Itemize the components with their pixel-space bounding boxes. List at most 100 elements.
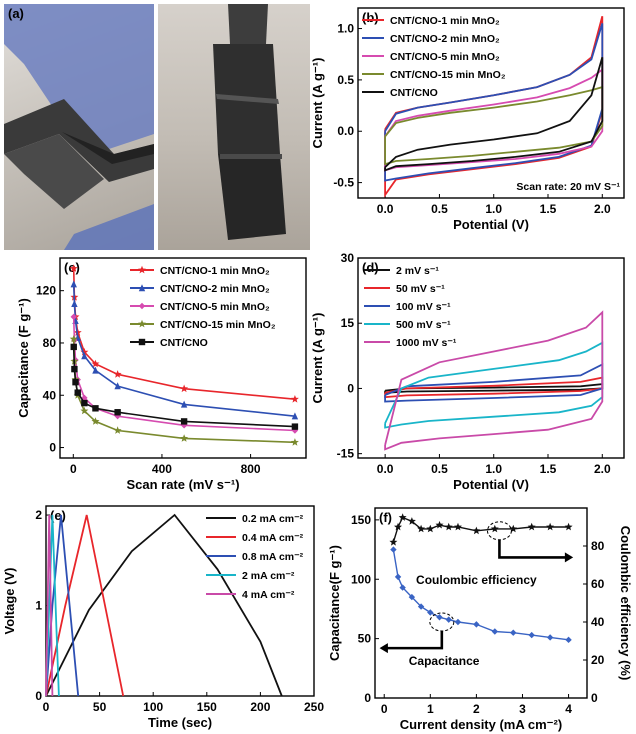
y-tick-label-f: 0 xyxy=(364,691,371,705)
data-point-f-right xyxy=(444,522,453,531)
legend-entry-d: 100 mV s⁻¹ xyxy=(396,301,451,313)
data-point-f-right xyxy=(394,522,402,531)
gcd-curve-e xyxy=(45,514,80,697)
data-point-f-left xyxy=(445,616,452,623)
legend-entry-d: 2 mV s⁻¹ xyxy=(396,265,439,277)
legend-entry-b: CNT/CNO xyxy=(390,87,438,99)
data-point-f-left xyxy=(510,629,517,636)
cv-curve-b xyxy=(384,23,604,182)
y-tick-label-e: 0 xyxy=(35,689,42,703)
x-tick-label-d: 0.5 xyxy=(431,462,448,476)
data-point-c xyxy=(92,405,99,412)
chart-d: 0.0 0.5 1.0 1.5 2.0 -15 0 15 30 Potential (V) Curr… xyxy=(310,251,625,492)
x-tick-label-d: 1.5 xyxy=(540,462,557,476)
legend-marker-c xyxy=(138,338,146,346)
data-point-c xyxy=(71,299,78,307)
y-tick-label-b: 1.0 xyxy=(337,22,354,36)
legend-marker-c xyxy=(138,284,146,292)
data-point-f-left xyxy=(565,636,572,644)
data-point-c xyxy=(290,438,299,446)
series-line-f-left xyxy=(392,549,569,641)
data-point-c xyxy=(71,365,78,373)
legend-entry-d: 1000 mV s⁻¹ xyxy=(396,337,457,349)
data-point-f-right xyxy=(389,538,398,546)
data-point-c xyxy=(70,280,77,288)
data-point-f-right xyxy=(546,522,555,531)
y-axis-label-right-f: Coulombic efficiency (%) xyxy=(618,526,633,681)
legend-entry-e: 0.4 mA cm⁻² xyxy=(242,532,304,544)
data-point-f-right xyxy=(509,524,518,533)
x-tick-label-e: 250 xyxy=(304,700,324,714)
y-right-tick-label-f: 60 xyxy=(591,577,605,591)
legend-entry-b: CNT/CNO-15 min MnO₂ xyxy=(390,69,506,81)
data-point-f-left xyxy=(546,634,554,641)
axes-frame-c xyxy=(59,257,307,459)
x-tick-label-b: 0.5 xyxy=(431,202,448,216)
data-point-c xyxy=(291,423,299,430)
data-point-c xyxy=(114,409,121,416)
data-point-f-right xyxy=(564,522,573,531)
y-axis-label-c: Capacitance (F g⁻¹) xyxy=(16,298,31,418)
axes-frame-e xyxy=(45,505,315,697)
data-point-c xyxy=(70,313,77,321)
x-axis-label-d: Potential (V) xyxy=(453,477,529,492)
data-point-c xyxy=(91,359,100,368)
gcd-curve-e xyxy=(45,514,60,697)
panel-label-f: (f) xyxy=(379,510,392,525)
panel-label-b: (b) xyxy=(362,10,379,25)
data-point-f-right xyxy=(435,520,444,529)
data-point-f-left xyxy=(454,618,462,626)
y-tick-label-c: 0 xyxy=(49,441,56,455)
data-point-c xyxy=(180,418,188,425)
annotation-capacitance: Capacitance xyxy=(409,654,480,668)
legend-entry-c: CNT/CNO-5 min MnO₂ xyxy=(160,301,270,313)
legend-entry-c: CNT/CNO-1 min MnO₂ xyxy=(160,265,270,277)
y-tick-label-e: 1 xyxy=(35,599,42,613)
legend-marker-c xyxy=(138,302,146,310)
x-tick-label-d: 2.0 xyxy=(594,462,611,476)
x-tick-label-b: 2.0 xyxy=(594,202,611,216)
data-point-f-left xyxy=(528,631,535,639)
y-tick-label-d: 0 xyxy=(347,381,354,395)
x-tick-label-e: 100 xyxy=(143,700,163,714)
data-point-c xyxy=(69,334,78,343)
data-point-c xyxy=(114,382,121,390)
data-point-c xyxy=(81,399,88,407)
x-tick-label-c: 400 xyxy=(152,462,172,476)
legend-entry-c: CNT/CNO-15 min MnO₂ xyxy=(160,319,276,331)
data-point-c xyxy=(81,352,88,360)
gcd-curve-e xyxy=(45,514,125,697)
data-point-c xyxy=(91,417,100,425)
data-point-f-right xyxy=(472,526,481,535)
y-tick-label-f: 150 xyxy=(351,513,371,527)
axes-frame-f xyxy=(374,507,588,699)
axes-frame-d xyxy=(357,257,625,459)
arrow-capacitance xyxy=(386,631,444,650)
y-tick-label-f: 50 xyxy=(358,632,372,646)
panel-label-d: (d) xyxy=(362,260,379,275)
x-tick-label-e: 0 xyxy=(43,700,50,714)
data-point-f-left xyxy=(417,603,425,610)
data-point-f-left xyxy=(491,628,499,635)
x-axis-label-c: Scan rate (mV s⁻¹) xyxy=(126,477,239,492)
legend-entry-e: 0.2 mA cm⁻² xyxy=(242,513,304,525)
data-point-f-right xyxy=(490,524,499,533)
annotation-coulombic-efficiency: Coulombic efficiency xyxy=(416,573,537,587)
y-right-tick-label-f: 40 xyxy=(591,615,605,629)
data-point-c xyxy=(113,426,122,434)
y-axis-label-d: Current (A g⁻¹) xyxy=(310,313,325,404)
highlight-circle-capacitance xyxy=(429,612,455,632)
photo-flexible-film-flat xyxy=(158,4,310,250)
data-point-c xyxy=(80,406,89,415)
chart-c: 0 400 800 0 40 80 120 Scan rate (mV s⁻¹) Capacit… xyxy=(16,257,307,492)
y-right-tick-label-f: 80 xyxy=(591,539,605,553)
annotation-scan-rate: Scan rate: 20 mV S⁻¹ xyxy=(516,181,620,193)
data-point-f-left xyxy=(473,621,480,628)
cv-curve-b xyxy=(384,57,604,172)
x-tick-label-e: 150 xyxy=(197,700,217,714)
y-tick-label-c: 40 xyxy=(43,388,57,402)
data-point-f-right xyxy=(417,524,426,533)
highlight-circle-efficiency xyxy=(486,521,512,541)
